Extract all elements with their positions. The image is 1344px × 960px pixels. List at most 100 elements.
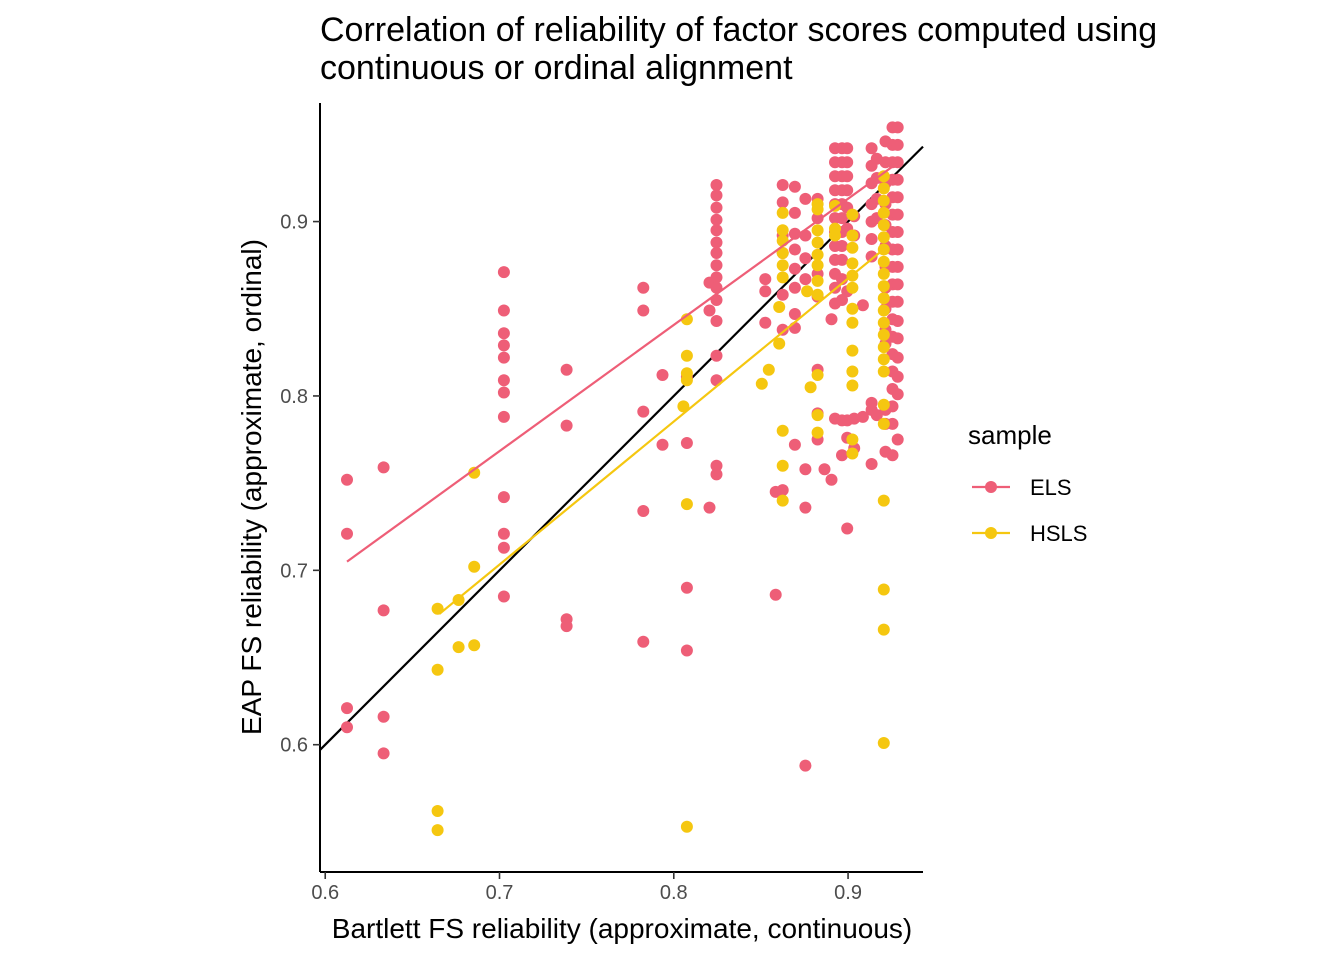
data-point-hsls	[846, 302, 859, 315]
data-point-els	[891, 208, 904, 221]
data-point-hsls	[829, 199, 841, 212]
data-point-hsls	[811, 248, 824, 261]
data-point-els	[776, 196, 789, 209]
data-point-hsls	[811, 288, 824, 301]
data-point-els	[560, 620, 573, 633]
axis-ticks: 0.6 0.7 0.8 0.9 0.6 0.7 0.8 0.9	[280, 212, 862, 904]
data-point-els	[710, 224, 723, 237]
data-point-hsls	[811, 236, 824, 249]
data-point-els	[680, 581, 693, 594]
data-point-els	[836, 449, 848, 462]
data-point-els	[497, 541, 510, 554]
data-point-els	[841, 184, 854, 197]
data-point-hsls	[846, 208, 859, 221]
data-point-hsls	[468, 466, 481, 479]
data-point-els	[891, 121, 904, 134]
data-point-hsls	[811, 203, 824, 216]
data-point-hsls	[801, 285, 814, 298]
legend: sample ELS HSLS	[968, 420, 1087, 546]
data-point-hsls	[431, 824, 444, 837]
data-point-hsls	[776, 271, 789, 284]
y-tick-label: 0.6	[280, 735, 308, 757]
data-point-els	[497, 351, 510, 364]
data-point-hsls	[811, 224, 824, 237]
data-point-els	[703, 501, 716, 514]
reference-line-layer	[319, 145, 924, 751]
data-point-hsls	[846, 365, 859, 378]
y-axis-title: EAP FS reliability (approximate, ordinal…	[236, 239, 267, 735]
data-point-hsls	[452, 641, 465, 654]
data-point-hsls	[776, 459, 789, 472]
data-point-els	[710, 271, 723, 284]
data-point-els	[788, 206, 801, 219]
data-point-hsls	[877, 341, 890, 354]
data-point-hsls	[846, 229, 859, 242]
data-point-els	[836, 212, 848, 225]
data-point-els	[710, 374, 723, 387]
data-point-els	[891, 370, 904, 383]
data-point-els	[891, 191, 904, 204]
data-point-els	[759, 285, 772, 298]
legend-key-point-hsls	[985, 527, 997, 539]
data-point-hsls	[773, 337, 786, 350]
data-point-els	[560, 363, 573, 376]
data-point-els	[856, 299, 869, 312]
data-point-els	[680, 644, 693, 657]
data-point-els	[637, 405, 650, 418]
data-point-els	[497, 339, 510, 352]
data-point-hsls	[431, 805, 444, 817]
data-point-els	[865, 142, 878, 155]
data-point-els	[841, 156, 854, 169]
chart-title: Correlation of reliability of factor sco…	[320, 11, 1157, 87]
data-point-hsls	[877, 206, 890, 219]
data-point-els	[497, 491, 510, 504]
data-point-els	[886, 417, 899, 430]
data-point-hsls	[877, 494, 890, 507]
legend-item-els: ELS	[972, 475, 1072, 500]
data-point-els	[841, 170, 854, 183]
data-point-hsls	[877, 170, 890, 183]
data-point-els	[497, 590, 510, 603]
data-point-els	[799, 252, 812, 265]
data-point-els	[891, 315, 904, 327]
data-point-els	[341, 702, 353, 715]
data-point-els	[788, 243, 801, 256]
legend-title: sample	[968, 420, 1052, 450]
data-point-els	[656, 438, 669, 451]
data-point-els	[788, 262, 801, 275]
data-point-els	[759, 316, 772, 329]
data-point-hsls	[811, 426, 824, 439]
data-point-els	[841, 522, 854, 535]
data-point-hsls	[877, 231, 890, 244]
data-point-els	[865, 250, 878, 263]
data-point-els	[891, 351, 904, 364]
data-point-hsls	[773, 301, 786, 313]
legend-label-els: ELS	[1030, 475, 1072, 500]
data-point-els	[836, 240, 848, 252]
chart-title-line-1: Correlation of reliability of factor sco…	[320, 11, 1157, 49]
data-point-els	[637, 635, 650, 648]
data-point-els	[377, 747, 390, 760]
data-point-hsls	[877, 328, 890, 341]
data-point-hsls	[846, 379, 859, 392]
identity-reference-line	[319, 145, 924, 751]
data-point-hsls	[877, 292, 890, 305]
data-point-els	[799, 273, 812, 286]
data-point-els	[377, 604, 390, 617]
data-point-els	[856, 410, 869, 423]
y-tick-label: 0.7	[280, 560, 308, 582]
data-point-hsls	[677, 400, 690, 413]
data-point-els	[776, 323, 789, 336]
data-point-els	[776, 288, 789, 301]
data-point-hsls	[804, 381, 817, 394]
data-points-layer	[341, 121, 904, 837]
data-point-els	[799, 759, 812, 772]
data-point-els	[818, 463, 831, 476]
data-point-els	[788, 321, 801, 334]
data-point-els	[891, 278, 904, 291]
data-point-els	[799, 229, 812, 242]
data-point-hsls	[776, 494, 789, 507]
data-point-hsls	[776, 247, 789, 259]
data-point-els	[891, 260, 904, 273]
data-point-els	[341, 527, 353, 540]
